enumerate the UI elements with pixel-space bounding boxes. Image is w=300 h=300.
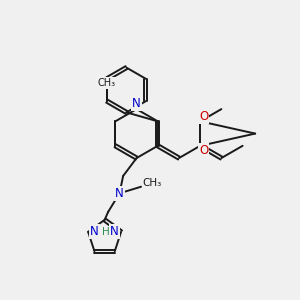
Text: N: N <box>90 225 99 238</box>
Text: N: N <box>110 225 119 238</box>
Text: N: N <box>115 187 124 200</box>
Text: CH₃: CH₃ <box>142 178 162 188</box>
Text: O: O <box>199 144 208 157</box>
Text: H: H <box>102 227 109 237</box>
Text: N: N <box>132 97 141 110</box>
Text: O: O <box>199 110 208 123</box>
Text: CH₃: CH₃ <box>98 78 116 88</box>
